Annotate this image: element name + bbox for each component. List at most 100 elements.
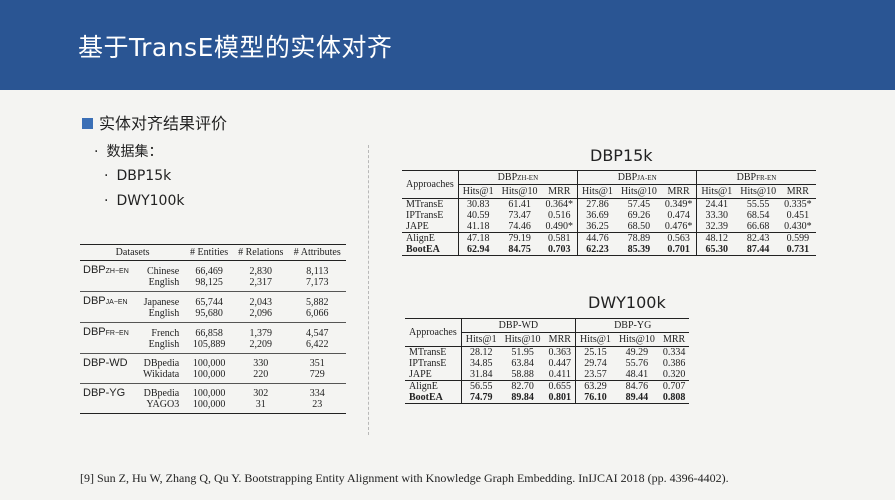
count-cell: 98,125 [185, 277, 233, 292]
main-bullet: 实体对齐结果评价 [82, 110, 227, 134]
metric-value: 84.76 [614, 380, 659, 392]
metric-value: 0.707 [658, 380, 690, 392]
dot-bullet-icon: · [104, 193, 109, 209]
language-cell: English [136, 308, 186, 323]
table-row: DBP-WD DBpedia 100,000 330 351 [80, 354, 346, 370]
dataset-name: DBP-WD [83, 357, 128, 369]
count-cell: 100,000 [192, 358, 226, 369]
metric-value: 0.411 [548, 369, 571, 380]
metric-header: MRR [780, 184, 816, 199]
metric-value: 28.12 [460, 346, 501, 358]
dwy100k-results-table: Approaches DBP-WD DBP-YG Hits@1 Hits@10 MR… [405, 318, 690, 404]
datasets-table: Datasets # Entities # Relations # Attrib… [80, 244, 346, 414]
metric-value: 79.19 [497, 232, 542, 244]
count-cell: 7,173 [288, 277, 346, 292]
count-cell: 100,000 [185, 369, 233, 384]
count-cell: 6,422 [288, 339, 346, 354]
dbp15k-results-table: Approaches DBPZH-EN DBPJA-EN DBPFR-EN Hi… [402, 170, 816, 256]
dataset-name [80, 339, 137, 354]
metric-header: Hits@1 [460, 332, 501, 347]
metric-value: 44.76 [577, 232, 617, 244]
language-cell: Japanese [143, 296, 180, 308]
metric-value: 61.41 [508, 199, 531, 210]
count-cell: 31 [255, 399, 266, 410]
metric-value: 74.79 [460, 392, 501, 404]
metric-value: 82.43 [736, 232, 781, 244]
metric-header: MRR [660, 184, 697, 199]
sub-bullet-dbp15k: · DBP15k [104, 168, 172, 184]
metric-value: 57.45 [627, 199, 651, 210]
count-cell: 334 [309, 388, 325, 399]
metric-value: 29.74 [575, 358, 615, 369]
main-bullet-text: 实体对齐结果评价 [99, 114, 228, 133]
metric-header: Hits@10 [736, 184, 781, 199]
citation-footnote: [9] Sun Z, Hu W, Zhang Q, Qu Y. Bootstra… [80, 471, 729, 485]
table-row: MTransE 30.83 61.41 0.364* 27.86 57.45 0.349* 2… [402, 198, 816, 210]
group-header-zh-en: DBPZH-EN [457, 170, 578, 185]
metric-header: Hits@10 [500, 332, 545, 347]
dataset-name [80, 308, 137, 323]
table-row: IPTransE 34.85 63.84 0.447 29.74 55.76 0.386 [405, 358, 689, 369]
metric-value: 68.54 [746, 210, 770, 221]
table-row: Wikidata 100,000 220 729 [80, 369, 346, 384]
metric-value: 0.655 [544, 380, 576, 392]
table-row: YAGO3 100,000 31 23 [80, 399, 346, 414]
metric-value: 49.29 [625, 347, 649, 358]
dwy100k-group-row: Approaches DBP-WD DBP-YG [405, 318, 690, 347]
count-cell: 5,882 [306, 296, 329, 308]
approaches-header: Approaches [405, 318, 462, 347]
metric-value: 78.89 [616, 232, 661, 244]
metric-header: MRR [544, 332, 576, 347]
metric-value: 48.12 [696, 232, 737, 244]
metric-value: 0.334 [662, 347, 686, 358]
table-row: DBPZH−EN Chinese 66,469 2,830 8,113 [80, 261, 346, 278]
table-row: IPTransE 40.59 73.47 0.516 36.69 69.26 0.474 33… [402, 210, 816, 221]
method-name: JAPE [406, 221, 429, 232]
count-cell: 729 [288, 369, 346, 384]
slide-title: 基于TransE模型的实体对齐 [78, 33, 393, 62]
metric-value: 63.29 [575, 380, 615, 392]
metric-value: 58.88 [511, 369, 534, 380]
metric-value: 0.516 [548, 210, 571, 221]
table-row: AlignE 56.55 82.70 0.655 63.29 84.76 0.707 [405, 380, 690, 392]
metric-value: 0.363 [548, 347, 572, 358]
language-cell: English [136, 277, 186, 292]
group-header-fr-en: DBPFR-EN [696, 170, 816, 185]
metric-value: 34.85 [460, 358, 501, 369]
sub-bullet-dwy100k: · DWY100k [104, 193, 185, 209]
count-cell: 302 [253, 388, 269, 399]
metric-value: 0.476* [664, 221, 693, 232]
metric-value: 89.84 [511, 392, 534, 403]
table-row: English 98,125 2,317 7,173 [80, 277, 346, 292]
metric-value: 63.84 [511, 358, 534, 369]
count-cell: 1,379 [249, 327, 273, 339]
language-cell: DBpedia [143, 388, 180, 399]
metric-value: 0.563 [660, 232, 697, 244]
metric-value: 0.430* [784, 221, 812, 232]
count-cell: 65,744 [195, 296, 223, 308]
metric-value: 25.15 [575, 346, 615, 358]
metric-value: 30.83 [457, 198, 498, 210]
method-name: JAPE [409, 369, 432, 380]
sub-bullet-datasets: · 数据集： [94, 144, 163, 160]
dwy100k-title: DWY100k [588, 293, 666, 312]
table-row: English 105,889 2,209 6,422 [80, 339, 346, 354]
count-cell: 220 [232, 369, 289, 384]
dbp15k-title: DBP15k [590, 146, 653, 165]
metric-header: MRR [658, 332, 690, 347]
method-name: MTransE [406, 199, 444, 210]
metric-value: 0.599 [780, 232, 816, 244]
metric-value: 69.26 [627, 210, 651, 221]
metric-value: 36.69 [577, 210, 617, 221]
metric-value: 0.808 [662, 392, 686, 403]
count-cell: 2,209 [232, 339, 289, 354]
method-name: IPTransE [409, 358, 447, 369]
count-cell: 100,000 [192, 399, 226, 410]
header-datasets: Datasets [80, 244, 186, 261]
vertical-divider [368, 145, 369, 435]
dwy100k-metric-row: Hits@1 Hits@10 MRR Hits@1 Hits@10 MRR [405, 332, 690, 347]
language-cell: English [136, 339, 186, 354]
method-name: BootEA [409, 392, 443, 403]
metric-value: 0.320 [662, 369, 686, 380]
dataset-name: DBP-YG [83, 387, 126, 399]
